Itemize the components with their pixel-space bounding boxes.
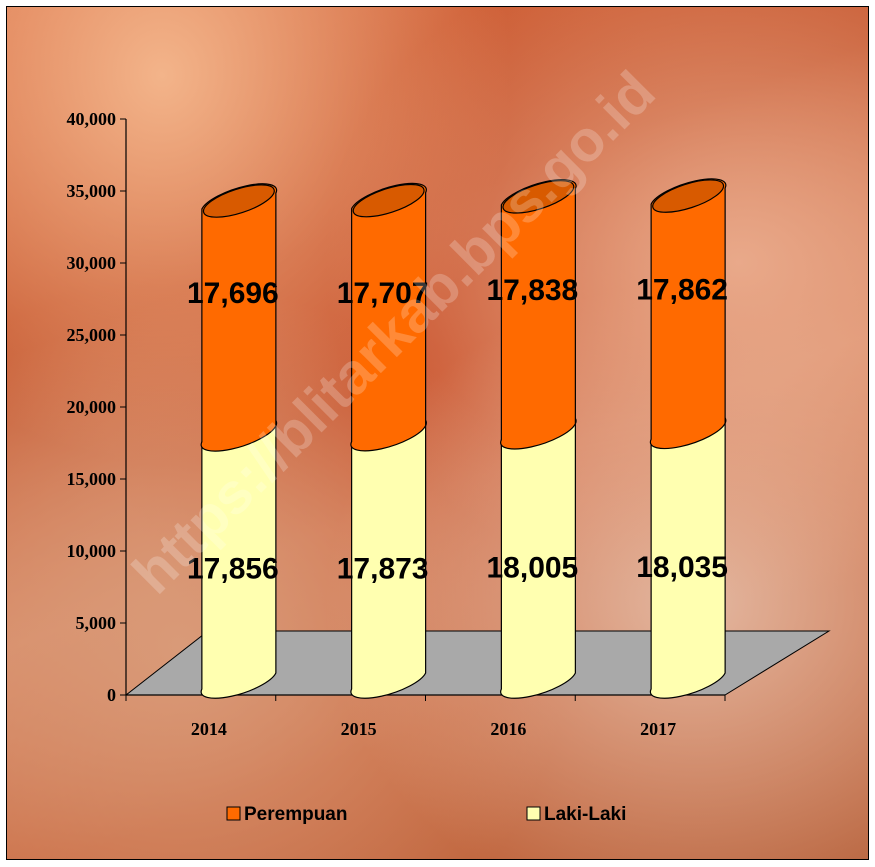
x-tick-label: 2017 (640, 719, 676, 739)
data-label-laki-laki-2016: 18,005 (486, 551, 578, 584)
y-tick-label: 30,000 (67, 253, 117, 273)
bar-perempuan-2017 (649, 178, 727, 450)
data-label-laki-laki-2014: 17,856 (187, 552, 279, 585)
y-tick-label: 15,000 (67, 469, 117, 489)
x-tick-label: 2016 (490, 719, 526, 739)
legend-swatch-perempuan (226, 806, 241, 821)
legend-label-perempuan: Perempuan (244, 804, 347, 825)
stacked-cylinder-chart: 0 5,000 10,000 15,000 20,000 25,000 30,000 35,0… (67, 59, 831, 825)
y-tick-label: 10,000 (67, 541, 117, 561)
chart-frame: 0 5,000 10,000 15,000 20,000 25,000 30,000 35,0… (6, 6, 869, 860)
data-label-perempuan-2014: 17,696 (187, 277, 279, 310)
bar-perempuan-2014 (200, 183, 278, 452)
bar-cap-2017 (652, 179, 725, 213)
data-label-perempuan-2016: 17,838 (486, 274, 578, 307)
bar-perempuan-2016 (500, 179, 577, 450)
x-tick-label: 2014 (191, 719, 227, 739)
bar-cap-2015 (352, 183, 425, 218)
x-tick-label: 2015 (341, 719, 377, 739)
y-tick-label: 25,000 (67, 325, 117, 345)
legend-swatch-laki-laki (526, 806, 541, 821)
y-tick-label: 0 (107, 685, 116, 705)
bar-cap-2014 (202, 184, 275, 218)
legend-label-laki-laki: Laki-Laki (544, 804, 626, 825)
y-tick-label: 5,000 (76, 613, 117, 633)
data-label-perempuan-2015: 17,707 (337, 277, 429, 310)
bar-cap-2016 (502, 180, 575, 214)
y-tick-label: 20,000 (67, 397, 117, 417)
y-tick-label: 35,000 (67, 181, 117, 201)
data-label-laki-laki-2017: 18,035 (636, 551, 728, 584)
y-tick-label: 40,000 (67, 109, 117, 129)
data-label-perempuan-2017: 17,862 (636, 273, 728, 306)
data-label-laki-laki-2015: 17,873 (337, 552, 429, 585)
bar-perempuan-2015 (350, 182, 427, 452)
